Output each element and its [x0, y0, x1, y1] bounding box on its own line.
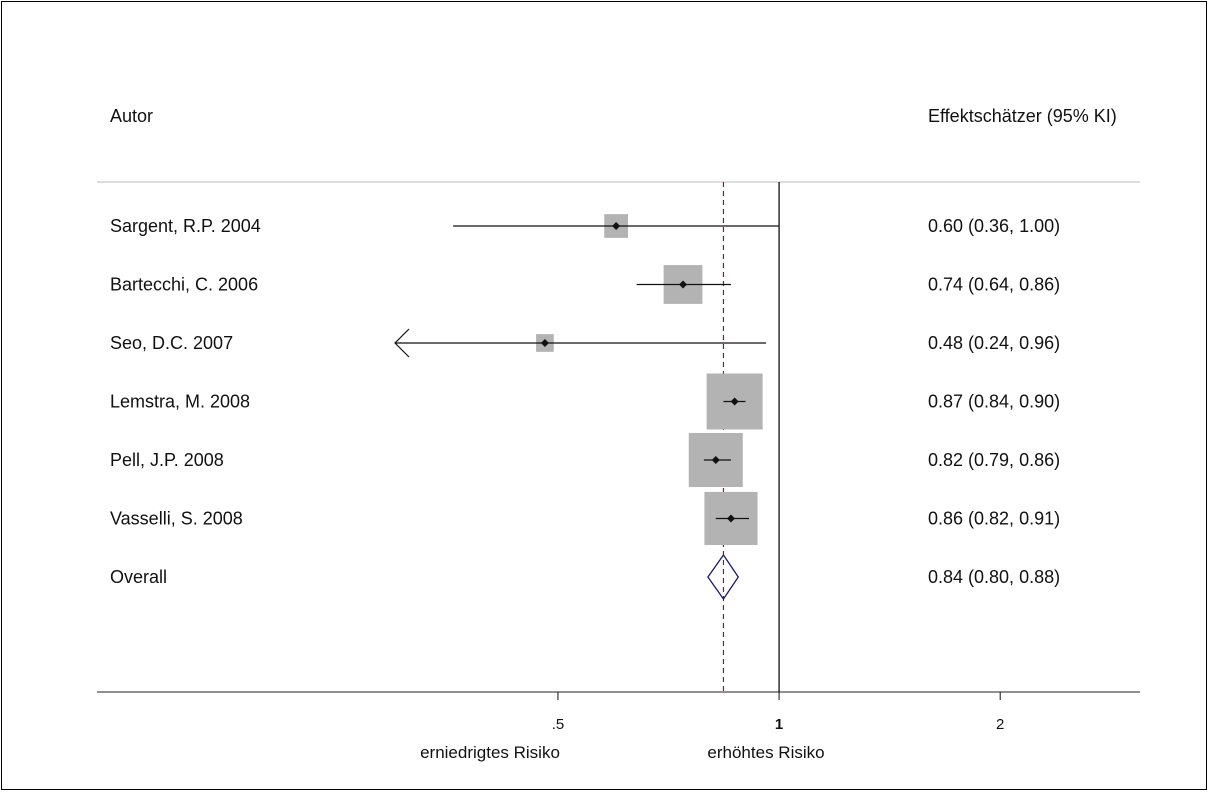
study-label: Sargent, R.P. 2004	[110, 216, 261, 236]
point-estimate	[612, 222, 621, 230]
study-estimate-text: 0.87 (0.84, 0.90)	[928, 392, 1060, 412]
study-estimate-text: 0.86 (0.82, 0.91)	[928, 509, 1060, 529]
point-estimate	[730, 397, 739, 406]
study-estimate-text: 0.82 (0.79, 0.86)	[928, 450, 1060, 470]
point-estimate	[711, 456, 720, 464]
study-estimate-text: 0.48 (0.24, 0.96)	[928, 333, 1060, 353]
study-label: Bartecchi, C. 2006	[110, 275, 258, 295]
ci-arrow	[394, 328, 410, 358]
study-estimate-text: 0.74 (0.64, 0.86)	[928, 275, 1060, 295]
study-estimate-text: 0.60 (0.36, 1.00)	[928, 216, 1060, 236]
overall-diamond	[707, 553, 740, 601]
x-annotation-right: erhöhtes Risiko	[707, 743, 824, 762]
x-tick-label: 2	[996, 716, 1004, 733]
point-estimate	[726, 514, 735, 523]
overall-label: Overall	[110, 567, 167, 587]
study-label: Lemstra, M. 2008	[110, 392, 250, 412]
estimate-column-header: Effektschätzer (95% KI)	[928, 106, 1117, 126]
x-tick-label: 1	[775, 716, 783, 733]
overall-estimate-text: 0.84 (0.80, 0.88)	[928, 567, 1060, 587]
study-label: Vasselli, S. 2008	[110, 509, 243, 529]
study-label: Seo, D.C. 2007	[110, 333, 233, 353]
author-column-header: Autor	[110, 106, 153, 126]
x-annotation-left: erniedrigtes Risiko	[420, 743, 560, 762]
point-estimate	[540, 339, 549, 347]
x-tick-label: .5	[552, 716, 565, 733]
point-estimate	[679, 280, 688, 289]
study-label: Pell, J.P. 2008	[110, 450, 224, 470]
